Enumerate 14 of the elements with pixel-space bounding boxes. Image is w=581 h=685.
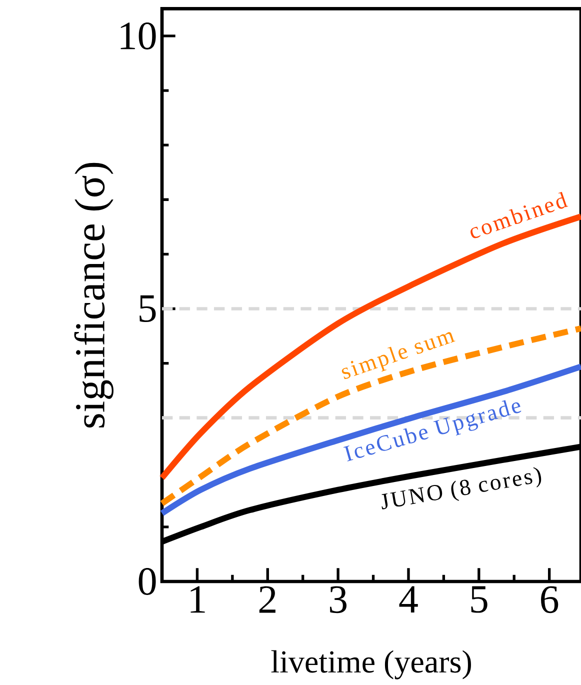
y-tick-label: 0	[138, 568, 156, 596]
x-tick-label: 2	[259, 586, 276, 613]
x-axis-title: livetime (years)	[271, 650, 471, 680]
y-tick-label: 10	[120, 22, 156, 50]
y-axis-title: significance (σ)	[74, 162, 114, 428]
x-tick-label: 3	[330, 586, 346, 614]
x-tick-label: 4	[399, 586, 418, 613]
x-tick-label: 5	[471, 586, 488, 613]
x-tick-label: 6	[541, 586, 558, 614]
x-tick-label: 1	[190, 586, 205, 613]
text: IceCube Upgrade	[343, 400, 522, 462]
text: JUNO (8 cores)	[382, 467, 542, 510]
y-tick-label: 5	[140, 295, 156, 322]
text: simple sum	[342, 332, 456, 380]
